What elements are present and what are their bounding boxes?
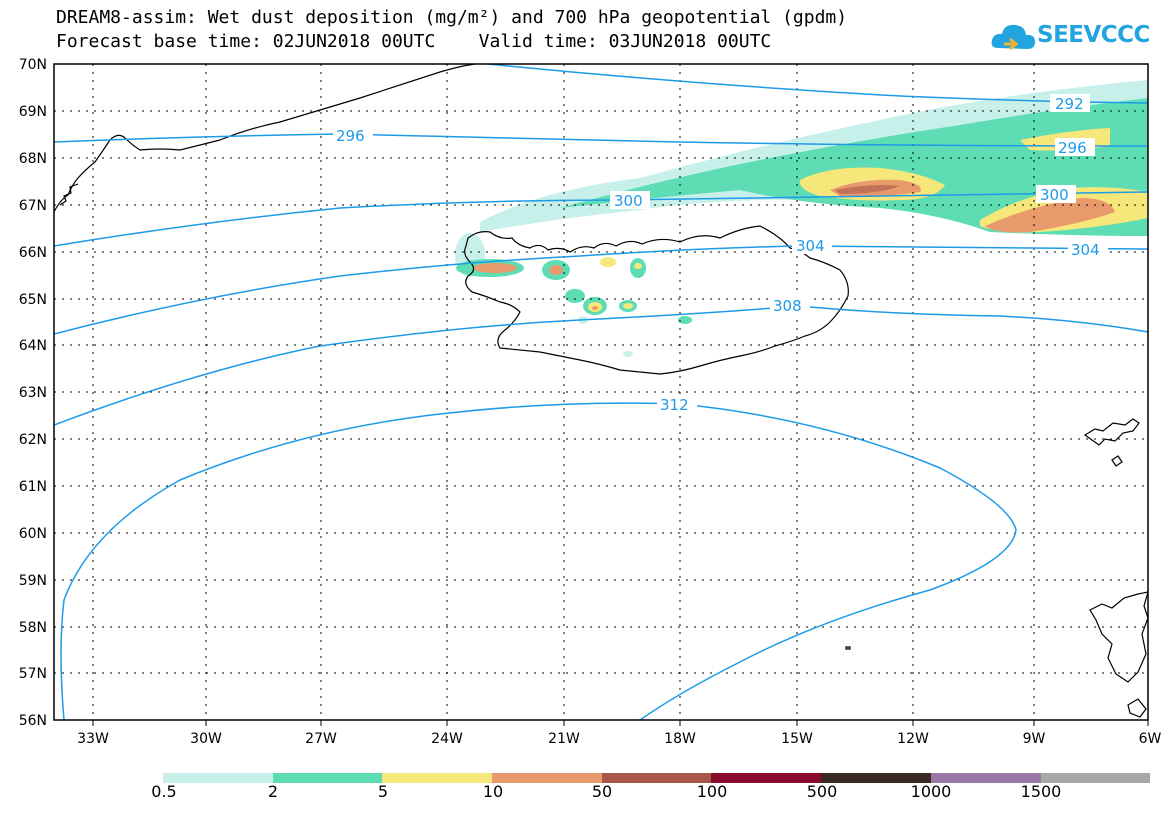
contour-label-bg <box>1055 138 1095 156</box>
legend-label: 1500 <box>1020 782 1062 801</box>
lon-label: 27W <box>305 731 337 747</box>
legend-label: 50 <box>591 782 613 801</box>
legend-swatch <box>492 773 602 783</box>
lon-label: 6W <box>1139 731 1162 747</box>
legend-label: 2 <box>267 782 279 801</box>
lon-label: 12W <box>897 731 929 747</box>
contour-label-bg <box>333 126 373 144</box>
legend-label: 100 <box>696 782 728 801</box>
lat-label: 60N <box>19 526 47 542</box>
legend-swatch <box>711 773 822 783</box>
legend-label: 500 <box>806 782 838 801</box>
lat-label: 67N <box>19 198 47 214</box>
lat-label: 56N <box>19 713 47 729</box>
lon-label: 18W <box>664 731 696 747</box>
lon-label: 15W <box>781 731 813 747</box>
map-frame <box>53 63 1149 721</box>
lat-label: 61N <box>19 479 47 495</box>
contour-label: 304 <box>796 237 825 255</box>
legend-swatch <box>163 773 273 783</box>
lat-label: 63N <box>19 385 47 401</box>
cloud-icon <box>991 24 1035 51</box>
lon-label: 33W <box>77 731 109 747</box>
lat-label: 68N <box>19 151 47 167</box>
legend-label: 0.5 <box>151 782 177 801</box>
lat-label: 59N <box>19 573 47 589</box>
chart-title-line2: Forecast base time: 02JUN2018 00UTC Vali… <box>56 31 772 52</box>
seevccc-logo: SEEVCCC <box>990 18 1150 60</box>
contour-label: 296 <box>336 127 365 145</box>
legend-labels: 0.5 2 5 10 50 100 500 1000 1500 <box>0 782 1175 804</box>
contour-label-bg <box>1036 185 1076 203</box>
legend-colorbar <box>163 773 1151 783</box>
lat-label: 69N <box>19 104 47 120</box>
contour-308 <box>54 305 1148 426</box>
lat-label: 64N <box>19 338 47 354</box>
contour-label-bg <box>770 296 810 314</box>
chart-title-line1: DREAM8-assim: Wet dust deposition (mg/m²… <box>56 7 848 28</box>
lat-label: 58N <box>19 620 47 636</box>
contour-labels: 292 296 296 300 300 304 304 308 312 <box>333 94 1108 414</box>
legend-swatch <box>1040 773 1151 783</box>
lon-label: 21W <box>548 731 580 747</box>
lat-label: 66N <box>19 245 47 261</box>
contour-label-bg <box>657 395 697 413</box>
legend-label: 10 <box>482 782 504 801</box>
lon-label: 24W <box>431 731 463 747</box>
contour-label: 296 <box>1058 139 1087 157</box>
legend-swatch <box>930 773 1041 783</box>
contour-label-bg <box>1050 94 1090 112</box>
legend-swatch <box>601 773 712 783</box>
contour-label: 300 <box>614 192 643 210</box>
lat-label: 65N <box>19 292 47 308</box>
contour-label-bg <box>1068 240 1108 258</box>
contour-label: 292 <box>1055 95 1084 113</box>
contour-label: 304 <box>1071 241 1100 259</box>
lat-label: 57N <box>19 666 47 682</box>
axis-ticks <box>92 720 1149 726</box>
logo-text: SEEVCCC <box>1037 22 1150 48</box>
contour-label-bg <box>610 191 650 209</box>
graticule <box>54 64 1148 720</box>
legend-label: 5 <box>377 782 389 801</box>
legend-label: 1000 <box>910 782 952 801</box>
contour-label-bg <box>792 236 832 254</box>
contour-296 <box>54 133 1148 147</box>
lat-label: 62N <box>19 432 47 448</box>
latitude-labels: 70N 69N 68N 67N 66N 65N 64N 63N 62N 61N … <box>19 57 47 729</box>
contour-300 <box>54 191 1148 247</box>
contour-label: 312 <box>660 396 689 414</box>
longitude-labels: 33W 30W 27W 24W 21W 18W 15W 12W 9W 6W <box>77 731 1161 747</box>
legend-swatch <box>382 773 493 783</box>
contour-label: 308 <box>773 297 802 315</box>
contour-312 <box>60 402 1017 720</box>
lon-label: 30W <box>190 731 222 747</box>
lat-label: 70N <box>19 57 47 73</box>
coastline <box>54 64 1148 718</box>
dust-deposition-field <box>455 80 1148 357</box>
lon-label: 9W <box>1023 731 1046 747</box>
contour-label: 300 <box>1040 186 1069 204</box>
legend-swatch <box>272 773 383 783</box>
legend-swatch <box>821 773 931 783</box>
contour-304 <box>54 245 1148 335</box>
